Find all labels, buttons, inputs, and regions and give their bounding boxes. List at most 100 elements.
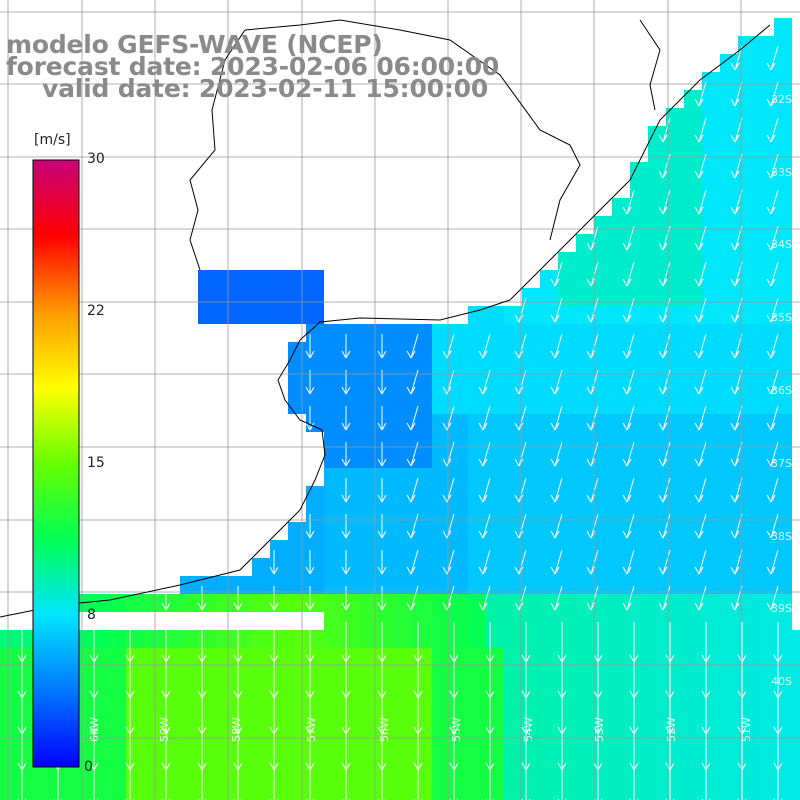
wind-speed-cell [684, 630, 702, 648]
wind-speed-cell [414, 738, 432, 756]
wind-speed-cell [0, 666, 18, 684]
wind-speed-cell [432, 792, 450, 800]
wind-speed-cell [630, 324, 648, 342]
wind-speed-cell [126, 720, 144, 738]
wind-speed-cell [270, 756, 288, 774]
colorbar-tick-0: 0 [84, 759, 93, 775]
wind-speed-cell [558, 576, 576, 594]
wind-speed-cell [540, 576, 558, 594]
wind-speed-cell [630, 630, 648, 648]
wind-speed-cell [270, 594, 288, 612]
wind-speed-cell [738, 576, 756, 594]
wind-speed-cell [576, 612, 594, 630]
wind-speed-cell [774, 648, 792, 666]
wind-speed-cell [558, 270, 576, 288]
wind-speed-cell [468, 324, 486, 342]
wind-speed-cell [216, 306, 234, 324]
wind-speed-cell [702, 414, 720, 432]
wind-speed-cell [558, 756, 576, 774]
wind-arrow [377, 730, 387, 771]
wind-speed-cell [594, 486, 612, 504]
wind-arrow [550, 405, 563, 431]
wind-speed-cell [378, 504, 396, 522]
wind-speed-cell [252, 576, 270, 594]
wind-speed-cell [702, 234, 720, 252]
wind-speed-cell [468, 702, 486, 720]
wind-speed-cell [558, 612, 576, 630]
wind-speed-cell [126, 702, 144, 720]
wind-arrow [161, 766, 171, 800]
wind-speed-cell [360, 612, 378, 630]
wind-speed-cell [450, 684, 468, 702]
wind-speed-cell [432, 702, 450, 720]
wind-speed-cell [486, 666, 504, 684]
wind-arrow [694, 585, 707, 611]
wind-speed-cell [396, 666, 414, 684]
wind-arrow [125, 766, 135, 800]
wind-speed-cell [0, 774, 18, 792]
wind-speed-cell [738, 468, 756, 486]
wind-speed-cell [414, 378, 432, 396]
wind-speed-cell [486, 414, 504, 432]
wind-speed-cell [720, 684, 738, 702]
wind-speed-cell [792, 666, 800, 684]
wind-speed-cell [756, 288, 774, 306]
wind-arrow [89, 622, 99, 663]
wind-speed-cell [360, 432, 378, 450]
wind-speed-cell [306, 486, 324, 504]
wind-speed-cell [738, 540, 756, 558]
wind-speed-cell [630, 288, 648, 306]
wind-speed-cell [738, 198, 756, 216]
wind-speed-cell [648, 648, 666, 666]
colorbar-tick-30: 30 [87, 151, 105, 167]
wind-speed-cell [540, 774, 558, 792]
wind-speed-cell [540, 504, 558, 522]
wind-arrow [658, 153, 671, 179]
wind-arrow [737, 766, 747, 800]
wind-speed-cell [486, 738, 504, 756]
wind-speed-cell [666, 414, 684, 432]
wind-speed-cell [216, 270, 234, 288]
wind-speed-cell [648, 216, 666, 234]
wind-speed-cell [774, 306, 792, 324]
wind-arrow [406, 441, 419, 467]
wind-arrow [766, 477, 779, 503]
wind-arrow [449, 766, 459, 800]
wind-speed-cell [774, 342, 792, 360]
wind-speed-cell [558, 648, 576, 666]
wind-speed-cell [720, 756, 738, 774]
wind-speed-cell [126, 684, 144, 702]
wind-speed-cell [450, 774, 468, 792]
wind-speed-cell [180, 738, 198, 756]
wind-speed-cell [342, 540, 360, 558]
wind-speed-cell [378, 540, 396, 558]
wind-speed-cell [180, 702, 198, 720]
wind-speed-cell [558, 594, 576, 612]
wind-speed-cell [342, 342, 360, 360]
wind-speed-cell [648, 738, 666, 756]
wind-speed-cell [432, 612, 450, 630]
wind-speed-cell [648, 252, 666, 270]
wind-speed-cell [486, 540, 504, 558]
wind-speed-cell [702, 522, 720, 540]
wind-speed-cell [738, 378, 756, 396]
wind-speed-cell [216, 774, 234, 792]
wind-arrow [305, 766, 315, 800]
wind-speed-cell [630, 306, 648, 324]
wind-speed-cell [0, 756, 18, 774]
wind-arrow [701, 730, 711, 771]
lagoon-path [639, 19, 661, 111]
wind-speed-cell [594, 504, 612, 522]
wind-speed-cell [270, 720, 288, 738]
wind-speed-cell [450, 396, 468, 414]
wind-speed-cell [594, 414, 612, 432]
wind-speed-cell [234, 576, 252, 594]
wind-speed-cell [684, 108, 702, 126]
wind-speed-cell [144, 648, 162, 666]
wind-speed-cell [522, 666, 540, 684]
wind-arrow [341, 694, 351, 735]
wind-speed-cell [738, 180, 756, 198]
wind-speed-cell [216, 288, 234, 306]
wind-arrow [89, 766, 99, 800]
wind-speed-cell [306, 396, 324, 414]
